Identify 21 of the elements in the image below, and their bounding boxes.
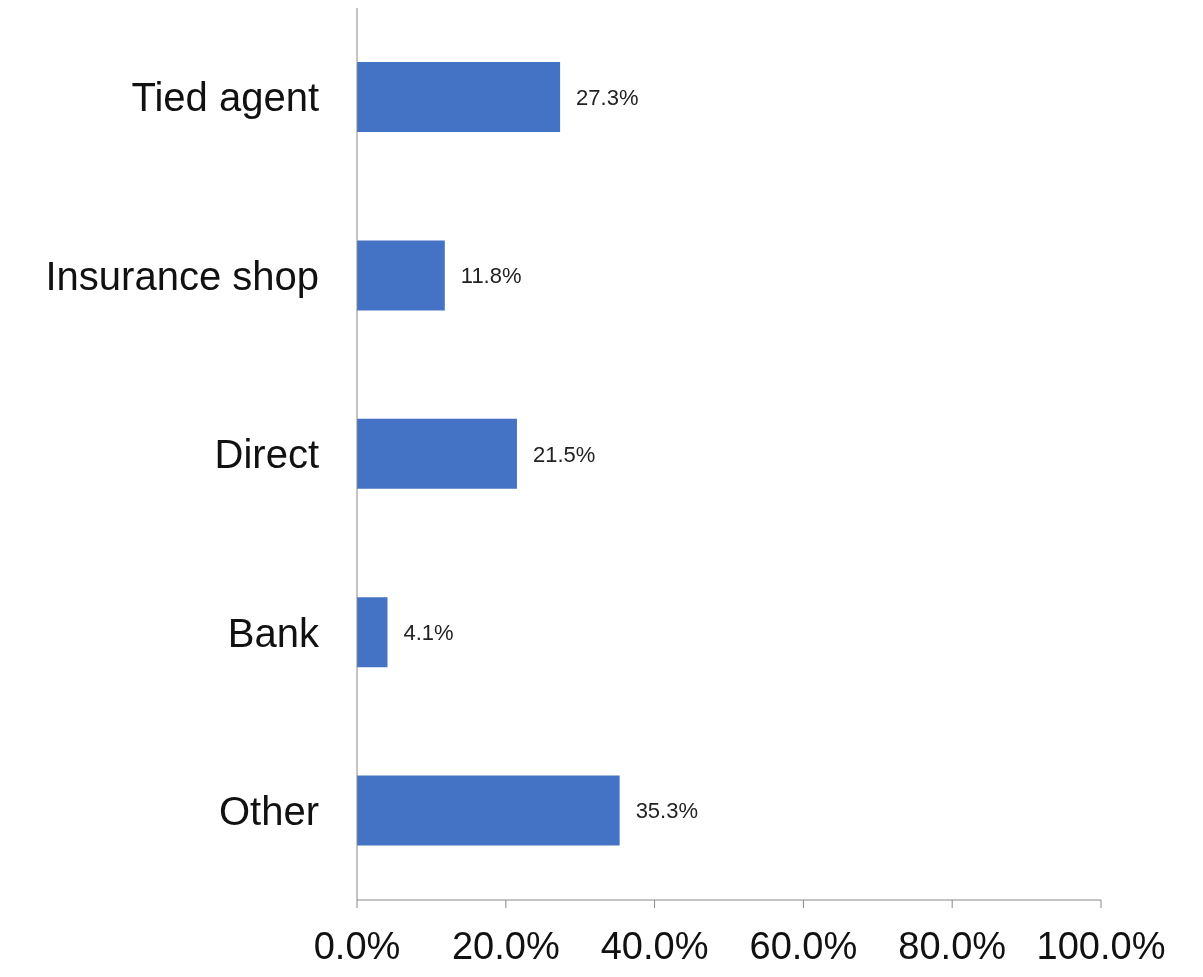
bar — [357, 62, 561, 132]
y-tick-label: Insurance shop — [45, 253, 319, 298]
data-label: 35.3% — [635, 798, 699, 824]
data-label: 11.8% — [460, 263, 522, 289]
y-tick-label: Direct — [214, 432, 319, 477]
x-tick-label: 40.0% — [600, 924, 709, 967]
y-tick-label: Tied agent — [131, 75, 319, 120]
x-tick-label: 0.0% — [313, 924, 401, 967]
y-tick-label: Bank — [227, 610, 320, 655]
data-label: 21.5% — [532, 441, 596, 467]
data-label: 27.3% — [576, 84, 639, 110]
bar — [357, 418, 517, 489]
y-tick-label: Other — [218, 789, 319, 833]
bar — [357, 597, 388, 668]
x-tick-label: 100.0% — [1036, 924, 1166, 967]
data-label: 4.1% — [403, 620, 454, 646]
bar — [357, 775, 620, 846]
x-tick-label: 80.0% — [898, 924, 1007, 967]
bar — [357, 240, 445, 311]
x-tick-label: 20.0% — [451, 924, 560, 967]
x-tick-label: 60.0% — [749, 924, 858, 967]
